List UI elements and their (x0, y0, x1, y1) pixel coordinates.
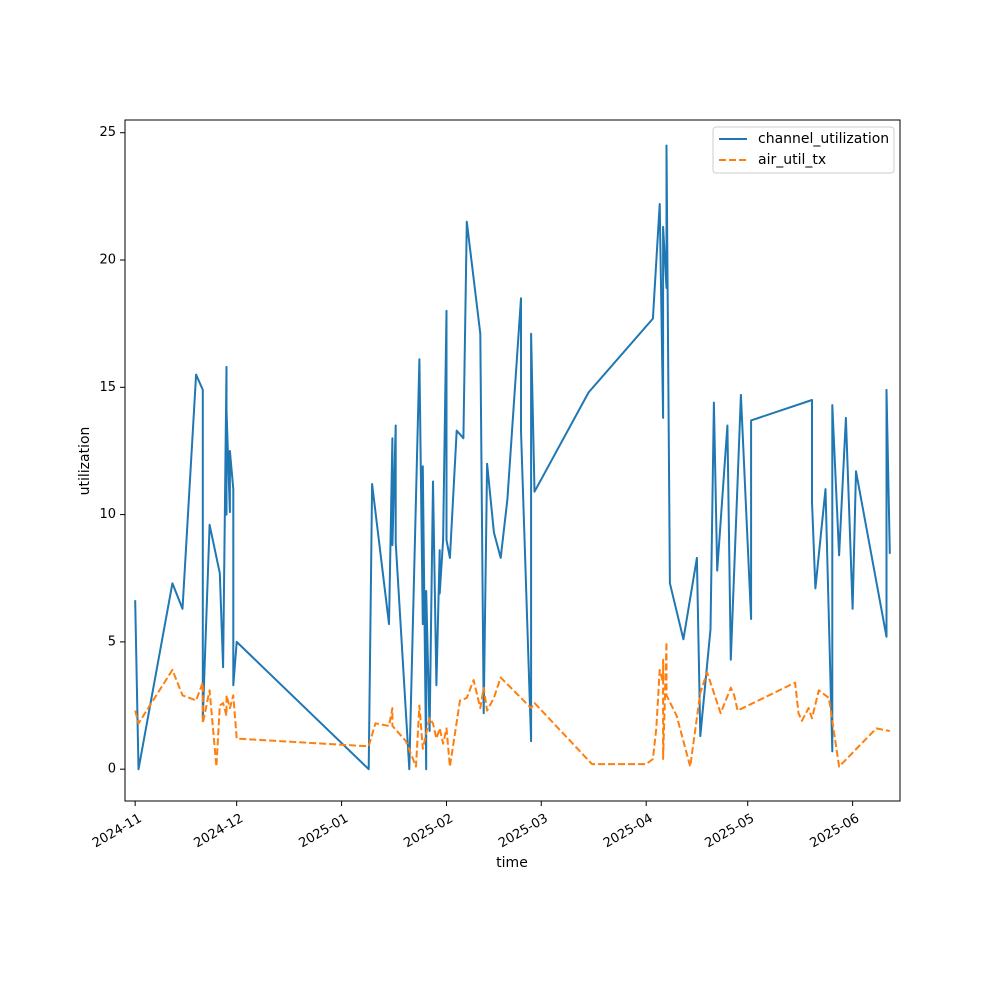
y-axis: 0 5 10 15 20 25 (99, 125, 125, 777)
y-axis-label: utilization (77, 427, 93, 496)
y-tick-label: 0 (108, 762, 116, 777)
plot-frame (124, 119, 901, 802)
legend-label-air-util-tx: air_util_tx (758, 152, 826, 168)
x-axis-label: time (496, 855, 528, 871)
series-layer (134, 144, 891, 771)
y-tick-label: 20 (99, 253, 116, 268)
legend-label-channel-utilization: channel_utilization (758, 131, 889, 147)
y-tick-label: 25 (99, 125, 116, 140)
legend: channel_utilization air_util_tx (712, 126, 895, 174)
series-line-air-util-tx (134, 640, 890, 768)
legend-box (712, 126, 895, 174)
y-tick-label: 5 (108, 634, 116, 649)
y-tick-label: 15 (99, 380, 116, 395)
y-tick-label: 10 (99, 507, 116, 522)
series-line-channel-utilization (134, 144, 891, 771)
